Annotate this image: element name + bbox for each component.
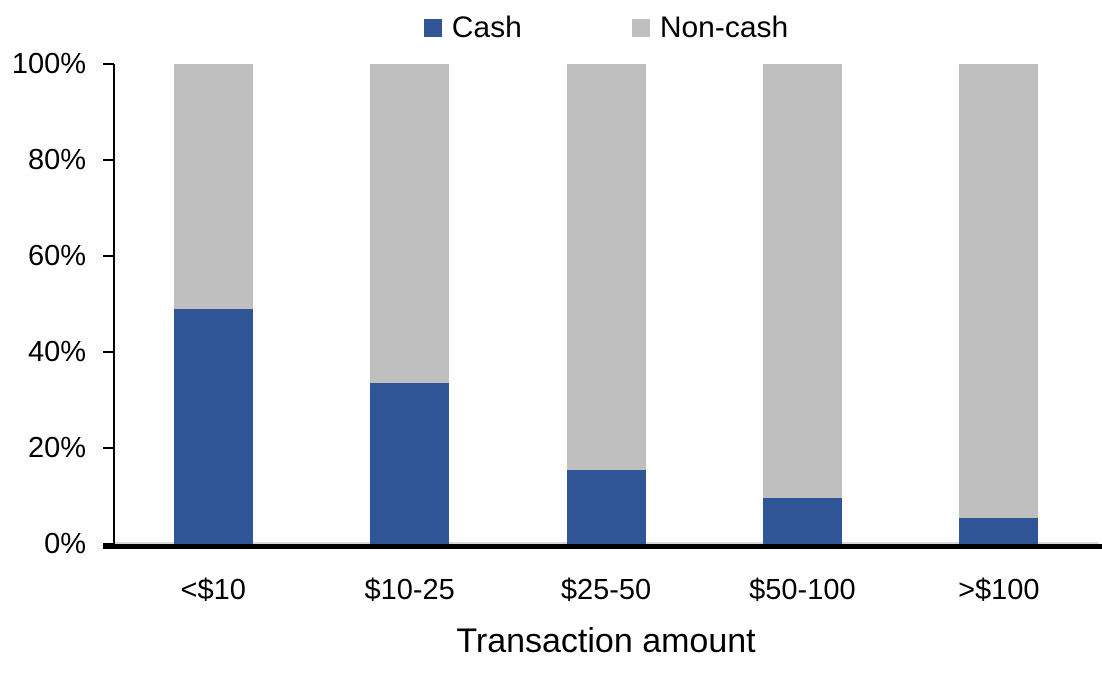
bar-segment-non-cash-100 (959, 64, 1039, 518)
bar-segment-non-cash-50-100 (762, 64, 842, 499)
x-axis-title: Transaction amount (456, 622, 756, 660)
bar-segment-non-cash-10 (173, 64, 253, 309)
y-axis-tick-label-80: 80% (27, 144, 86, 176)
x-axis-category-label-10-25: $10-25 (364, 574, 455, 606)
x-axis-category-label-10: <$10 (180, 574, 246, 606)
bar-segment-non-cash-25-50 (566, 64, 646, 470)
legend-label-cash: Cash (451, 11, 522, 44)
legend-color-swatch-non-cash (631, 19, 650, 37)
y-axis-tick-label-20: 20% (27, 432, 86, 464)
x-axis-category-label-50-100: $50-100 (749, 574, 856, 606)
y-axis-tick-label-100: 100% (11, 48, 86, 80)
x-axis-line (103, 544, 1102, 549)
bar-segment-cash-10 (173, 308, 253, 544)
y-axis-tick-40 (103, 351, 114, 353)
legend-label-non-cash: Non-cash (659, 11, 789, 44)
bar-segment-cash-100 (959, 517, 1039, 544)
legend-color-swatch-cash (423, 19, 442, 37)
plot-area (113, 64, 1099, 544)
x-axis-category-label-100: >$100 (958, 574, 1040, 606)
bar-segment-non-cash-10-25 (370, 64, 450, 384)
y-axis-tick-label-40: 40% (27, 336, 86, 368)
bar-segment-cash-25-50 (566, 469, 646, 544)
legend: Cash Non-cash (115, 8, 1097, 48)
legend-item-cash: Cash (423, 11, 522, 44)
legend-item-non-cash: Non-cash (631, 11, 789, 44)
bar-segment-cash-10-25 (370, 383, 450, 544)
bar-segment-cash-50-100 (762, 498, 842, 544)
y-axis-tick-20 (103, 447, 114, 449)
y-axis-tick-label-60: 60% (27, 240, 86, 272)
y-axis-tick-label-0: 0% (44, 528, 86, 560)
y-axis-tick-60 (103, 255, 114, 257)
y-axis-tick-80 (103, 159, 114, 161)
y-axis-tick-100 (103, 63, 114, 65)
x-axis-category-label-25-50: $25-50 (560, 574, 652, 606)
